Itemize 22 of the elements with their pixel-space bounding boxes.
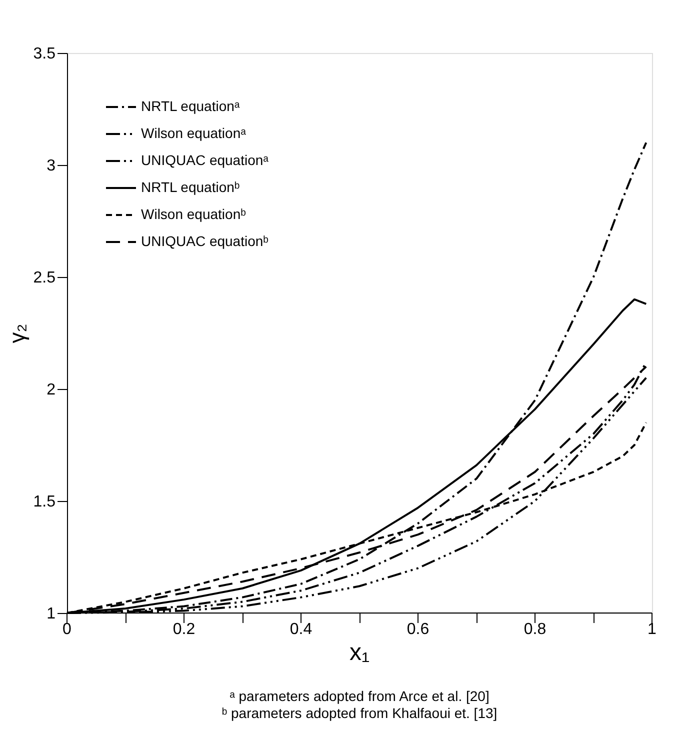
x-tick-label: 0	[62, 621, 72, 638]
legend-label: UNIQUAC equationᵃ	[141, 152, 270, 168]
legend-label: UNIQUAC equationᵇ	[141, 233, 268, 249]
legend-label: NRTL equationᵇ	[141, 179, 240, 195]
legend-label: Wilson equationᵇ	[141, 206, 246, 222]
y-tick-label: 2.5	[33, 270, 56, 286]
text: ᵃ parameters adopted from Arce et al. [20]	[230, 688, 490, 704]
y-axis-title: γ₂	[4, 324, 30, 344]
x-axis-title: x₁	[349, 639, 370, 666]
y-tick-label: 1	[46, 606, 56, 622]
y-tick-label: 2	[46, 382, 56, 398]
y-tick-label: 3.5	[33, 46, 56, 62]
y-tick-label: 1.5	[33, 494, 56, 510]
x-tick-label: 0.4	[290, 621, 312, 638]
x-tick-label: 0.8	[524, 621, 546, 638]
y-tick-label: 3	[46, 158, 56, 174]
legend-label: NRTL equationᵃ	[141, 98, 240, 114]
text: ᵇ parameters adopted from Khalfaoui et. [13]	[222, 705, 498, 721]
x-tick-label: 0.2	[172, 621, 196, 638]
legend-label: Wilson equationᵃ	[141, 125, 247, 141]
x-tick-label: 1	[648, 621, 657, 638]
x-tick-label: 0.6	[406, 621, 430, 638]
